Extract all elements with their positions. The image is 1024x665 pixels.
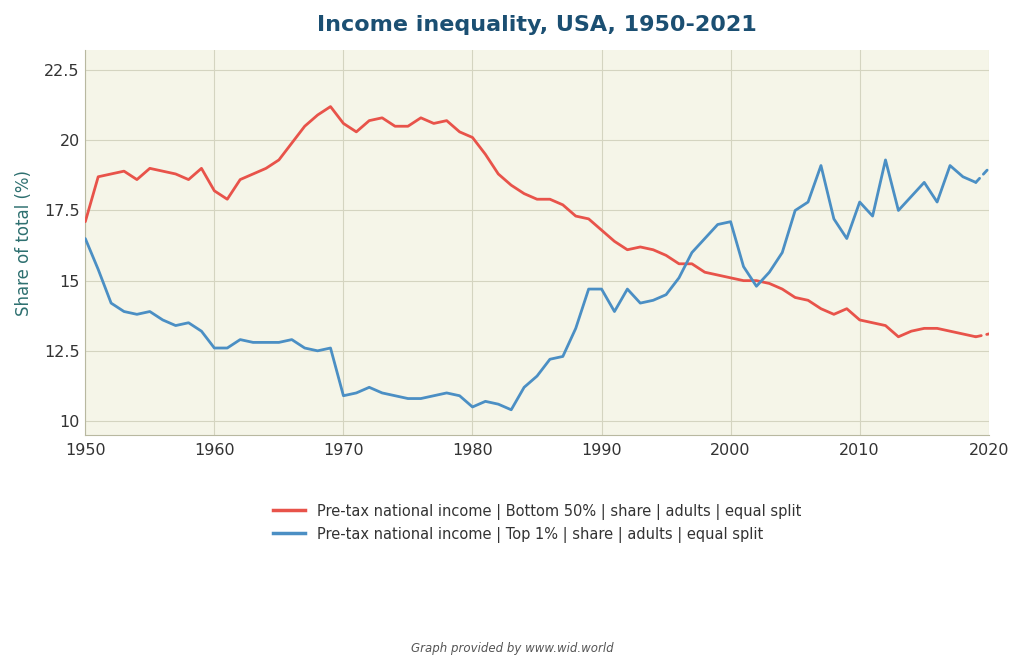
Title: Income inequality, USA, 1950-2021: Income inequality, USA, 1950-2021: [317, 15, 757, 35]
Y-axis label: Share of total (%): Share of total (%): [15, 170, 33, 316]
Text: Graph provided by www.wid.world: Graph provided by www.wid.world: [411, 642, 613, 655]
Legend: Pre-tax national income | Bottom 50% | share | adults | equal split, Pre-tax nat: Pre-tax national income | Bottom 50% | s…: [273, 504, 801, 543]
